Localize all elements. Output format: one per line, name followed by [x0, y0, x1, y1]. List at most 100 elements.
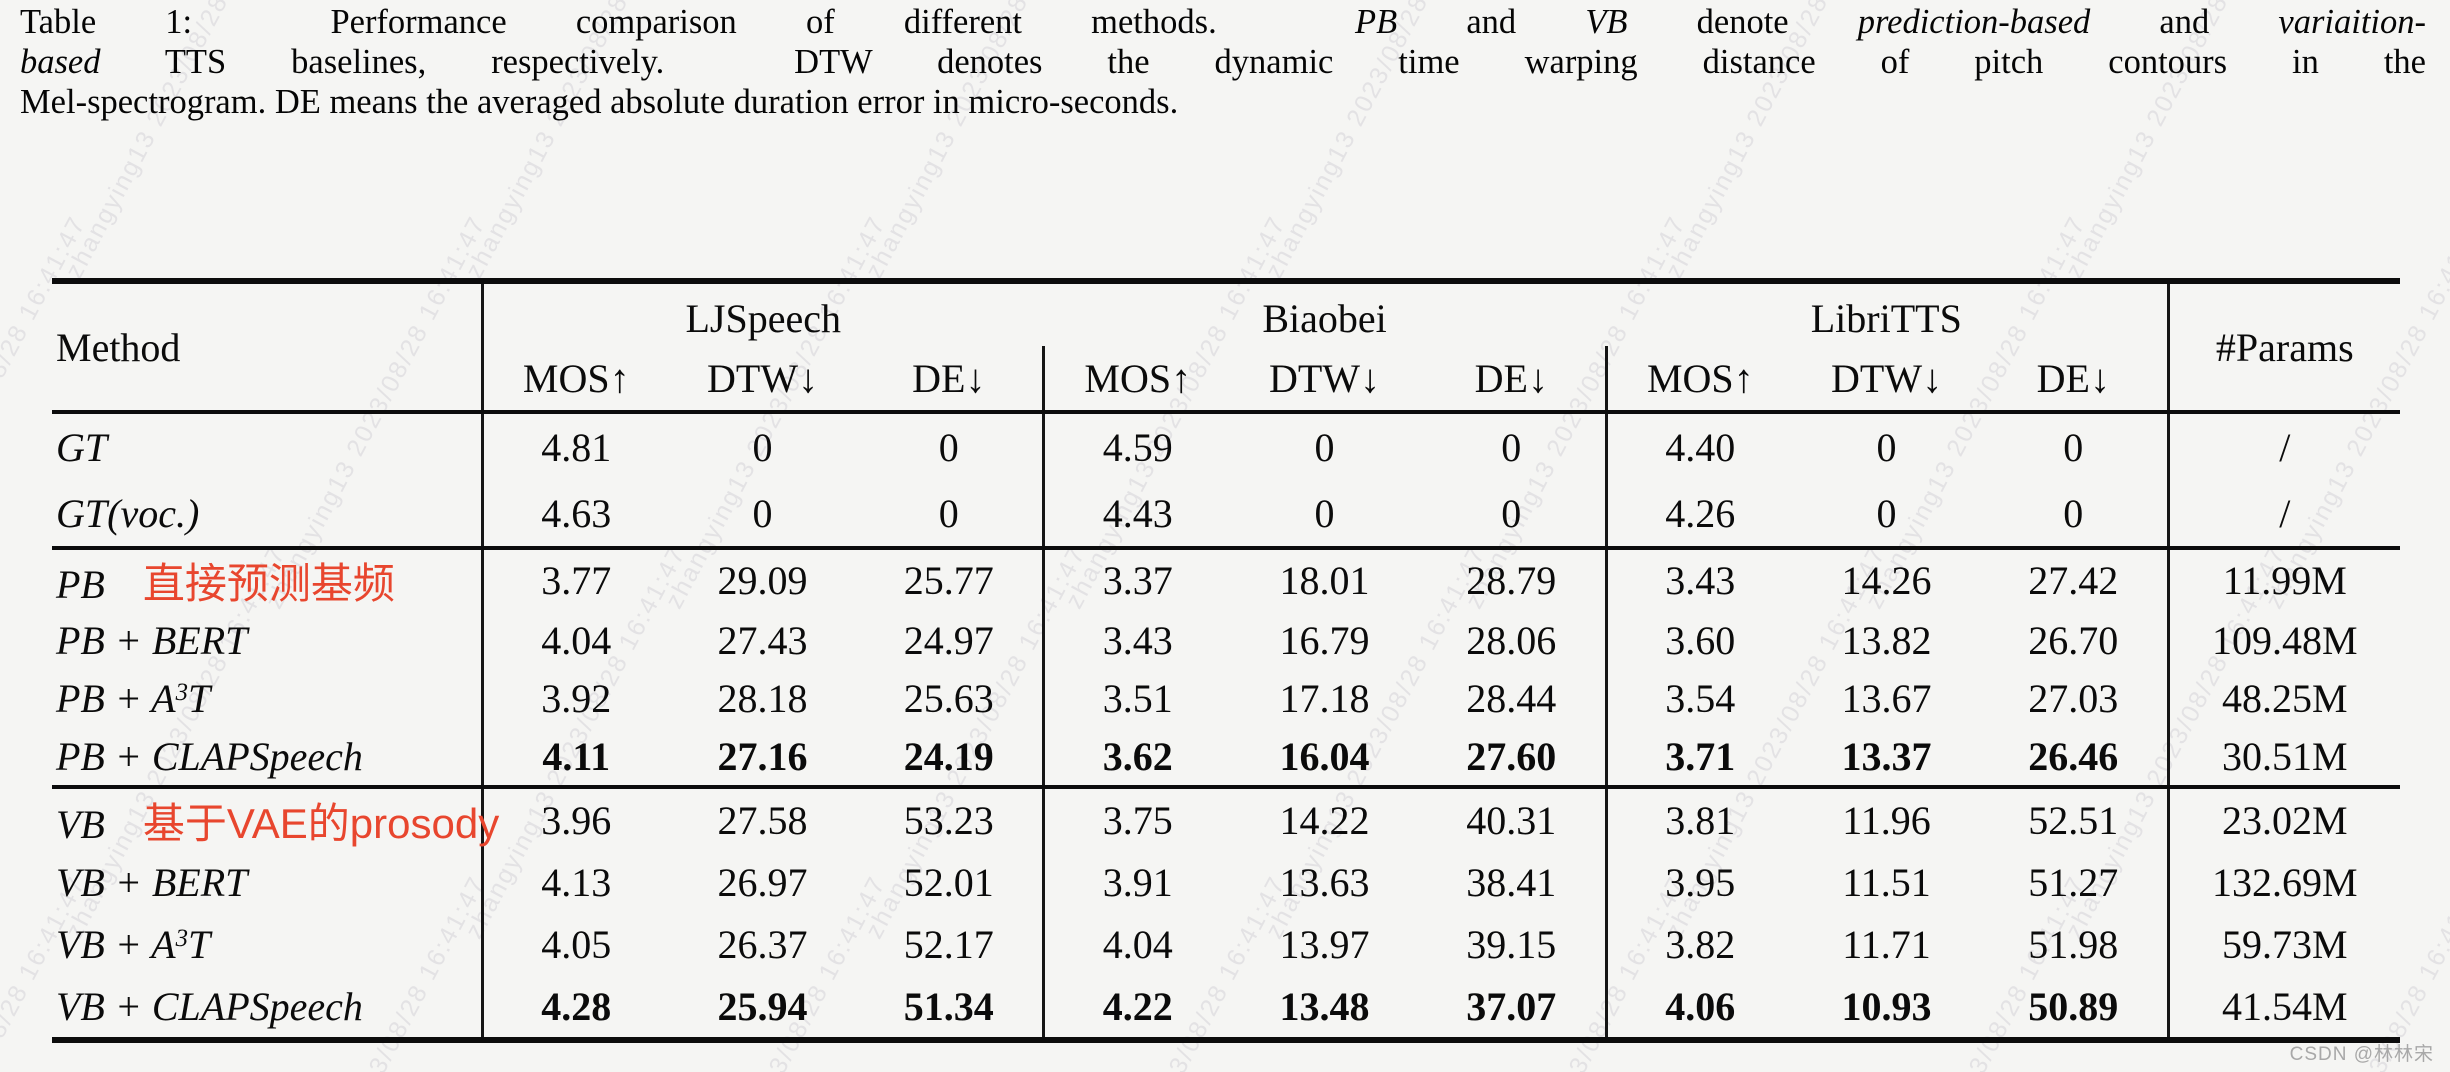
metric-header: DTW↓ [1231, 346, 1419, 414]
params-cell: 132.69M [2166, 851, 2401, 913]
value-cell: 50.89 [2028, 983, 2119, 1029]
table-row: PB + A3T 3.92 28.18 25.63 3.51 17.18 28.44 3.54… [52, 669, 2401, 727]
method-label: VB + A [56, 921, 176, 967]
value-cell: 13.48 [1279, 983, 1370, 1029]
value-cell: 0 [1314, 424, 1335, 470]
table-row: PB + BERT 4.04 27.43 24.97 3.43 16.79 28.06 3.6… [52, 611, 2401, 669]
value-cell: 28.18 [717, 675, 808, 721]
caption-italic-text: prediction-based [1857, 3, 2091, 41]
method-label: VB + CLAPSpeech [56, 983, 363, 1029]
caption-line: Mel-spectrogram. DE means the averaged a… [20, 82, 2426, 122]
table-caption: Table 1: Performance comparison of diffe… [20, 2, 2426, 122]
method-label: PB [56, 562, 105, 607]
metric-header: DE↓ [1980, 346, 2169, 414]
method-cell: PB + BERT [52, 611, 482, 669]
value-cell: 4.13 [480, 851, 669, 913]
table-row: PB + CLAPSpeech 4.11 27.16 24.19 3.62 16.04 27… [52, 727, 2401, 787]
method-label: VB [56, 801, 105, 847]
value-cell: 3.82 [1604, 913, 1794, 975]
value-cell: 4.26 [1604, 480, 1794, 548]
value-cell: 24.19 [903, 733, 994, 779]
value-cell: 3.71 [1604, 727, 1794, 787]
value-cell: 52.51 [1980, 785, 2169, 851]
value-cell: 14.22 [1231, 785, 1419, 851]
method-cell: PB + CLAPSpeech [52, 727, 482, 787]
column-header-params: #Params [2166, 281, 2401, 414]
value-cell: 27.03 [2028, 675, 2119, 721]
value-cell: 3.95 [1604, 851, 1794, 913]
metric-header: MOS↑ [1604, 346, 1794, 414]
value-cell: 3.62 [1041, 727, 1232, 787]
method-label: GT(voc.) [56, 490, 200, 536]
value-cell: 4.63 [480, 480, 669, 548]
table-row: PB 直接预测基频 3.77 29.09 25.77 3.37 18.01 28.79 3.43… [52, 546, 2401, 611]
params-cell: 109.48M [2166, 611, 2401, 669]
value-cell: 26.70 [2028, 617, 2119, 663]
table-row: GT 4.81 0 0 4.59 0 0 4.40 0 0 / [52, 412, 2401, 480]
group-header-libritts: LibriTTS [1810, 295, 1962, 341]
caption-line: based TTS baselines, respectively. DTW d… [20, 42, 2426, 82]
value-cell: 3.81 [1604, 785, 1794, 851]
column-header-method: Method [52, 281, 484, 414]
params-cell: 59.73M [2166, 913, 2401, 975]
caption-italic-text: PB [1355, 3, 1398, 41]
value-cell: 28.44 [1466, 675, 1557, 721]
metric-header: DE↓ [1418, 346, 1607, 414]
value-cell: 52.01 [903, 859, 994, 905]
table-row: VB + BERT 4.13 26.97 52.01 3.91 13.63 38.41 3.9… [52, 851, 2401, 913]
table-row: VB + A3T 4.05 26.37 52.17 4.04 13.97 39.15 3.82… [52, 913, 2401, 975]
value-cell: 4.04 [480, 611, 669, 669]
method-superscript: 3 [175, 924, 188, 952]
caption-text: Mel-spectrogram. DE means the averaged a… [20, 83, 1179, 121]
value-cell: 3.51 [1041, 669, 1232, 727]
value-cell: 13.97 [1279, 921, 1370, 967]
value-cell: 27.16 [717, 733, 808, 779]
params-cell: / [2166, 480, 2401, 548]
value-cell: 0 [1314, 490, 1335, 536]
group-header-ljspeech: LJSpeech [685, 295, 842, 341]
table-row: VB 基于VAE的prosody 3.96 27.58 53.23 3.75 14.22 40… [52, 785, 2401, 851]
metric-header: DE↓ [856, 346, 1044, 414]
method-cell: GT [52, 412, 482, 480]
value-cell: 3.43 [1041, 611, 1232, 669]
value-cell: 11.96 [1793, 785, 1981, 851]
caption-italic-text: variaition- [2278, 3, 2426, 41]
value-cell: 17.18 [1279, 675, 1370, 721]
caption-text: TTS baselines, respectively. DTW denotes… [100, 43, 2426, 81]
method-label: GT [56, 424, 108, 470]
value-cell: 18.01 [1231, 546, 1419, 611]
value-cell: 13.82 [1841, 617, 1932, 663]
value-cell: 0 [2063, 424, 2084, 470]
method-cell: VB + BERT [52, 851, 482, 913]
value-cell: 0 [1501, 424, 1522, 470]
value-cell: 29.09 [669, 546, 856, 611]
value-cell: 3.75 [1041, 785, 1232, 851]
value-cell: 25.94 [717, 983, 808, 1029]
value-cell: 0 [938, 490, 959, 536]
value-cell: 27.43 [717, 617, 808, 663]
method-cell: GT(voc.) [52, 480, 482, 548]
handwritten-annotation: 基于VAE的prosody [142, 799, 500, 847]
value-cell: 4.81 [480, 412, 669, 480]
value-cell: 3.54 [1604, 669, 1794, 727]
group-header-biaobei: Biaobei [1262, 295, 1387, 341]
results-table: Method LJSpeech Biaobei LibriTTS #Params MOS↑… [52, 278, 2401, 1043]
value-cell: 28.06 [1466, 617, 1557, 663]
value-cell: 26.46 [2028, 733, 2119, 779]
method-cell: VB 基于VAE的prosody [52, 785, 499, 851]
value-cell: 39.15 [1466, 921, 1557, 967]
value-cell: 26.97 [717, 859, 808, 905]
table-row: GT(voc.) 4.63 0 0 4.43 0 0 4.26 0 0 / [52, 480, 2401, 548]
metric-header: MOS↑ [1041, 346, 1232, 414]
value-cell: 3.92 [480, 669, 669, 727]
value-cell: 0 [752, 490, 773, 536]
method-cell: PB 直接预测基频 [52, 546, 482, 611]
table-section-gt: GT 4.81 0 0 4.59 0 0 4.40 0 0 / GT(voc.) 4.63 0 0 4.43 0… [52, 412, 2401, 548]
value-cell: 4.06 [1604, 975, 1794, 1040]
table-section-pb: PB 直接预测基频 3.77 29.09 25.77 3.37 18.01 28.79 3.43… [52, 546, 2401, 787]
value-cell: 0 [752, 424, 773, 470]
method-label: T [187, 675, 211, 721]
value-cell: 0 [1876, 490, 1897, 536]
value-cell: 3.37 [1041, 546, 1232, 611]
